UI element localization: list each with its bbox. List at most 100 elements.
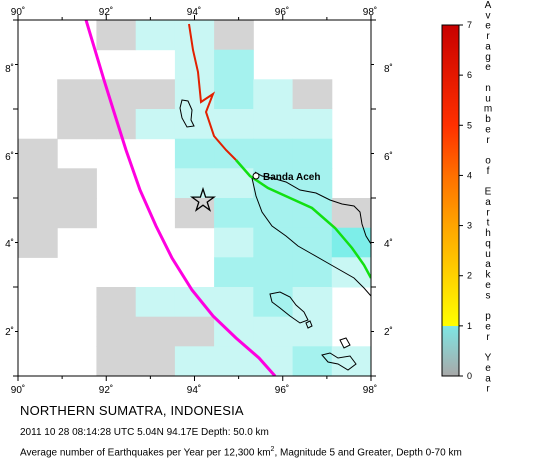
grid-cell (57, 109, 97, 140)
simeulue-island (179, 99, 195, 128)
lon-label-98-top: 98˚ (363, 6, 377, 18)
grid-cell (57, 168, 97, 199)
colorbar-title-char: r (486, 332, 490, 343)
grid-cell (18, 227, 58, 258)
lat-label-2-left: 2˚ (5, 326, 14, 338)
lat-label-4-left: 4˚ (5, 238, 14, 250)
grid-cell (214, 257, 254, 288)
grid-cell (331, 257, 371, 288)
grid-cell (214, 287, 254, 318)
colorbar-title-char: v (486, 10, 491, 21)
grid-cell (331, 346, 371, 376)
grid-cell (292, 79, 333, 110)
grid-cell (253, 198, 293, 229)
lon-label-96-top: 96˚ (275, 6, 289, 18)
grid-cell (253, 287, 293, 318)
lon-label-90-top: 90˚ (11, 6, 25, 18)
grid-cell (135, 316, 176, 347)
city-banda-aceh: Banda Aceh (252, 172, 320, 183)
colorbar-frame (441, 24, 460, 377)
grid-cell (174, 198, 215, 229)
colorbar-tick-label: 3 (467, 221, 472, 231)
grid-cell (96, 79, 137, 110)
grid-cell (214, 346, 254, 376)
grid-cell (253, 79, 293, 110)
grid-cell (214, 20, 254, 51)
seismicity-grid (18, 20, 371, 376)
lat-label-8-right: 8˚ (384, 63, 393, 75)
mentawai-islands (321, 337, 357, 371)
grid-cell (96, 20, 137, 51)
colorbar-title-char: p (485, 311, 491, 322)
grid-cell (96, 346, 137, 376)
grid-cell (292, 138, 333, 169)
colorbar-tick-label: 7 (467, 20, 472, 30)
grid-cell (174, 138, 215, 169)
grid-cell (253, 109, 293, 140)
grid-cell (253, 227, 293, 258)
sumatra-coastline (251, 171, 371, 297)
lat-label-6-left: 6˚ (5, 151, 14, 163)
colorbar-title-char: e (485, 321, 491, 332)
event-info: 2011 10 28 08:14:28 UTC 5.04N 94.17E Dep… (20, 427, 269, 438)
map-ticks (13, 15, 376, 381)
lat-label-8-left: 8˚ (5, 63, 14, 75)
colorbar-title-char: r (486, 135, 490, 146)
fault-line-red (188, 23, 237, 161)
grid-cell (174, 316, 215, 347)
colorbar-tick-label: 2 (467, 271, 472, 281)
colorbar-title-char: r (486, 207, 490, 218)
map-title: NORTHERN SUMATRA, INDONESIA (20, 403, 244, 418)
grid-cell (57, 198, 97, 229)
colorbar-title-char: s (486, 290, 491, 301)
colorbar-title-char: e (485, 62, 491, 73)
grid-cell (135, 287, 176, 318)
caption-text-2: , Magnitude 5 and Greater, Depth 0-70 km (274, 447, 462, 459)
colorbar-title-char: q (485, 238, 491, 249)
lon-label-94-bottom: 94˚ (187, 384, 201, 396)
colorbar-title-char: u (485, 249, 491, 260)
colorbar-tick-label: 4 (467, 170, 472, 180)
grid-cell (253, 257, 293, 288)
colorbar-title-char: e (485, 124, 491, 135)
lon-label-90-bottom: 90˚ (11, 384, 25, 396)
colorbar-title-char: a (485, 373, 491, 384)
lon-label-94-top: 94˚ (187, 6, 201, 18)
grid-cell (135, 109, 176, 140)
grid-cell (214, 79, 254, 110)
fault-line-green (235, 159, 371, 279)
star-icon (190, 186, 216, 212)
grid-cell (135, 346, 176, 376)
grid-cell (292, 168, 333, 199)
grid-cell (292, 316, 333, 347)
colorbar-title-char: r (486, 31, 490, 42)
grid-cell (253, 138, 293, 169)
caption-superscript: 2 (270, 446, 275, 453)
grid-cell (292, 109, 333, 140)
grid-cell (57, 79, 97, 110)
colorbar-title-char: Y (485, 353, 492, 364)
grid-cell (253, 316, 293, 347)
grid-cell (292, 346, 333, 376)
colorbar-fill (442, 25, 459, 376)
map-features (84, 20, 371, 376)
colorbar-title-char: b (485, 114, 491, 125)
colorbar-title-char: a (485, 197, 491, 208)
colorbar-title-char: k (486, 270, 492, 281)
colorbar-title-char: A (485, 0, 492, 11)
colorbar-title-char: t (487, 218, 490, 229)
grid-cell (18, 138, 58, 169)
colorbar-title-char: f (487, 166, 490, 177)
grid-cell (174, 168, 215, 199)
colorbar-tick-label: 5 (467, 120, 472, 130)
colorbar-title-char: g (485, 52, 491, 63)
colorbar-title-char: m (484, 104, 492, 115)
grid-cell (18, 198, 58, 229)
grid-cell (18, 168, 58, 199)
lon-label-92-bottom: 92˚ (99, 384, 113, 396)
colorbar-title-char: r (486, 384, 490, 395)
grid-cell (96, 316, 137, 347)
